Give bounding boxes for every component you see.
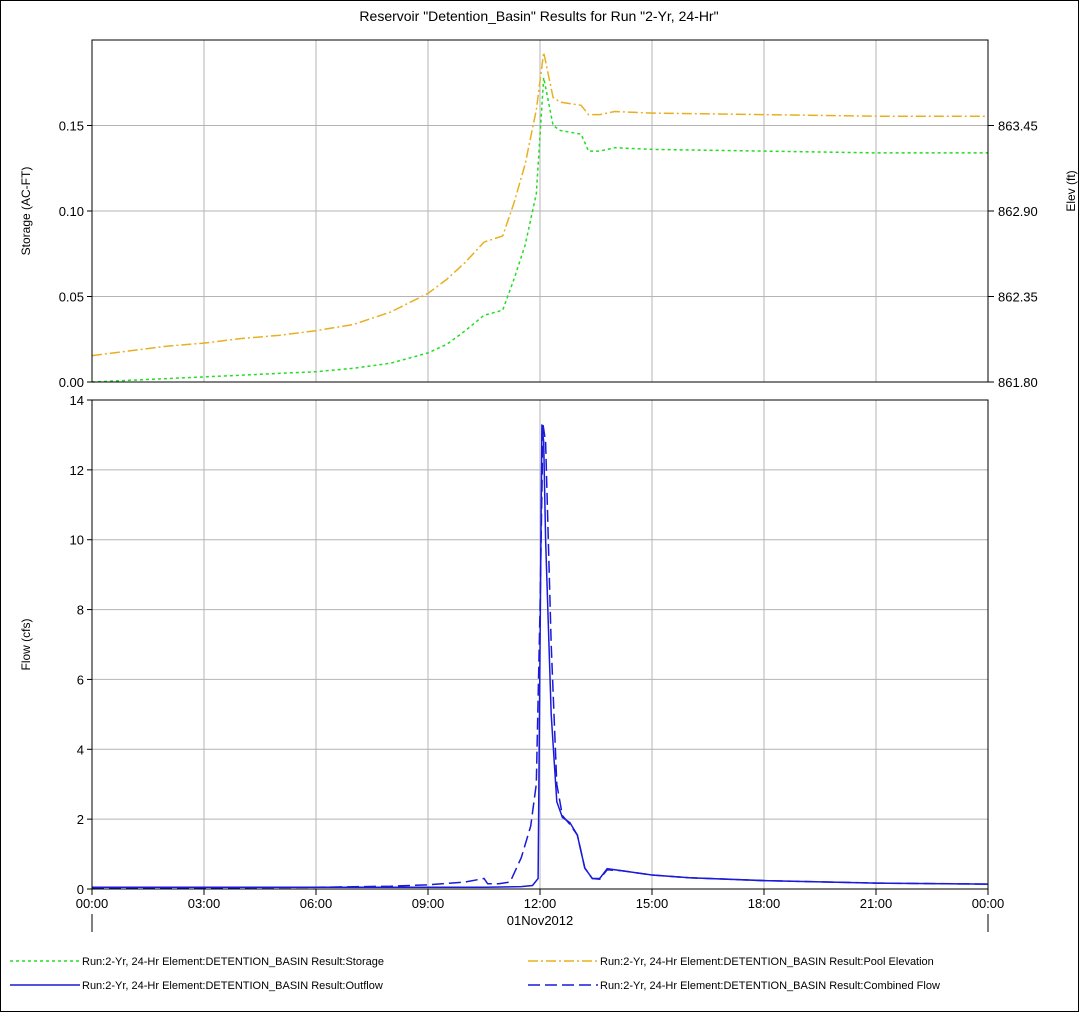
elevation-tick-label: 861.80 <box>998 375 1038 390</box>
flow-tick-label: 12 <box>70 463 84 478</box>
x-tick-label: 18:00 <box>748 896 781 911</box>
legend-storage-label: Run:2-Yr, 24-Hr Element:DETENTION_BASIN … <box>82 956 384 968</box>
x-tick-label: 15:00 <box>636 896 669 911</box>
flow-tick-label: 8 <box>77 603 84 618</box>
storage-elevation-panel: 0.00 0.05 0.10 0.15 861.80 862.35 862.90 863.4… <box>19 39 1078 390</box>
elevation-axis-label: Elev (ft) <box>1064 170 1078 211</box>
storage-axis-label: Storage (AC-FT) <box>19 167 33 256</box>
flow-tick-label: 0 <box>77 882 84 897</box>
elevation-axis-ticks: 861.80 862.35 862.90 863.45 <box>988 119 1038 390</box>
outflow-series-line <box>92 424 989 889</box>
x-tick-label: 09:00 <box>412 896 445 911</box>
top-series-lines <box>91 52 988 383</box>
storage-series-line <box>91 77 988 383</box>
legend-pool-elevation-label: Run:2-Yr, 24-Hr Element:DETENTION_BASIN … <box>600 956 934 968</box>
time-axis-ticks: 00:00 03:00 06:00 09:00 12:00 15:00 18:00 21:00… <box>76 889 1005 932</box>
elevation-tick-label: 862.90 <box>998 204 1038 219</box>
elevation-tick-label: 862.35 <box>998 290 1038 305</box>
storage-tick-label: 0.15 <box>59 119 84 134</box>
x-tick-label: 21:00 <box>860 896 893 911</box>
flow-panel: 0 2 4 6 8 10 12 14 00:00 03:00 06:00 09:00 12:00 15:… <box>19 393 1004 932</box>
flow-axis-ticks: 0 2 4 6 8 10 12 14 <box>70 393 92 897</box>
flow-tick-label: 14 <box>70 393 84 408</box>
x-tick-label: 03:00 <box>188 896 221 911</box>
storage-tick-label: 0.10 <box>59 204 84 219</box>
storage-axis-ticks: 0.00 0.05 0.10 0.15 <box>59 119 92 390</box>
x-tick-label: 06:00 <box>300 896 333 911</box>
bottom-series-lines <box>91 424 989 890</box>
flow-axis-label: Flow (cfs) <box>19 619 33 671</box>
flow-tick-label: 2 <box>77 812 84 827</box>
date-axis-label: 01Nov2012 <box>507 913 574 928</box>
flow-tick-label: 4 <box>77 742 84 757</box>
storage-tick-label: 0.00 <box>59 375 84 390</box>
legend-outflow-label: Run:2-Yr, 24-Hr Element:DETENTION_BASIN … <box>82 980 383 992</box>
bottom-gridlines <box>91 400 989 889</box>
x-tick-label: 00:00 <box>76 896 109 911</box>
storage-tick-label: 0.05 <box>59 290 84 305</box>
elevation-tick-label: 863.45 <box>998 119 1038 134</box>
legend-combined-flow-label: Run:2-Yr, 24-Hr Element:DETENTION_BASIN … <box>600 980 940 992</box>
flow-tick-label: 10 <box>70 533 84 548</box>
pool-elevation-series-line <box>91 52 988 357</box>
x-tick-label: 12:00 <box>524 896 557 911</box>
chart-legend: Run:2-Yr, 24-Hr Element:DETENTION_BASIN … <box>10 956 940 992</box>
x-tick-label: 00:00 <box>972 896 1005 911</box>
chart-title: Reservoir "Detention_Basin" Results for … <box>359 8 718 24</box>
flow-tick-label: 6 <box>77 672 84 687</box>
